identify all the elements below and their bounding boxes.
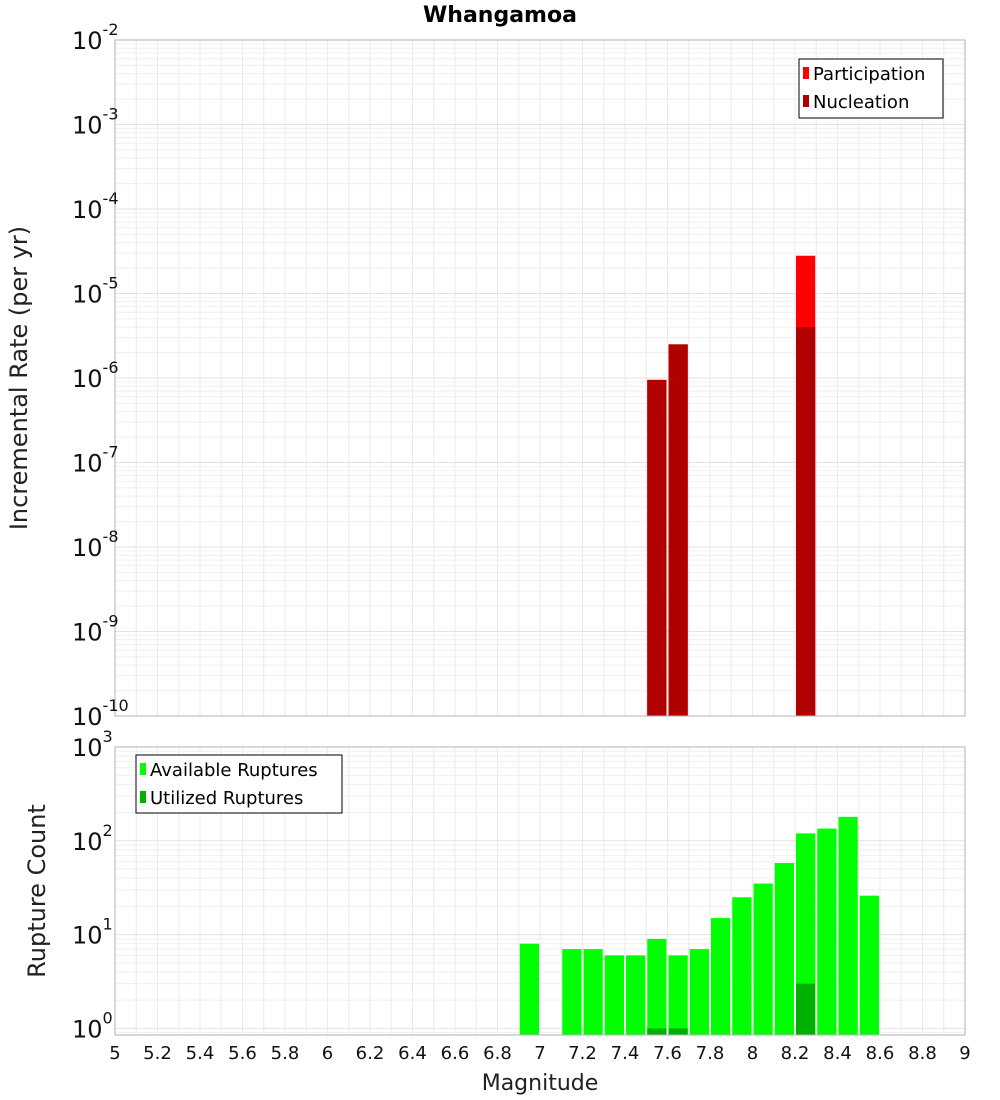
top-bars [647,255,816,716]
top-bar-nucleation [668,344,688,716]
top-legend-box [798,58,944,119]
bottom-legend-box [135,754,343,814]
x-tick-labels: 5 5.2 5.4 5.6 5.8 6 6.2 6.4 6.6 6.8 7 7.2 7.4 7.6 7.8 8… [109,1043,970,1064]
top-y-tick-label: 10-6 [72,358,119,393]
x-tick-label: 6.8 [483,1043,512,1064]
chart-title: Whangamoa [423,3,577,28]
x-tick-label: 7.4 [611,1043,640,1064]
bottom-bar-available-ruptures [732,897,752,1035]
bottom-bar-available-ruptures [817,828,837,1035]
x-tick-label: 5.2 [143,1043,172,1064]
legend-swatch-nucleation [803,95,809,107]
bottom-bar-available-ruptures [583,949,603,1035]
bottom-bar-available-ruptures [626,955,646,1035]
top-y-tick-label: 10-5 [72,274,119,309]
bottom-y-tick-label: 100 [72,1008,113,1043]
x-tick-label: 8.4 [823,1043,852,1064]
bottom-bar-available-ruptures [689,949,709,1035]
legend-swatch-participation [803,67,809,79]
bottom-bar-available-ruptures [859,895,879,1035]
bottom-panel: 100 101 102 103 Rupture Count Available Rup… [23,727,966,1043]
bottom-y-axis-label: Rupture Count [23,804,51,978]
x-tick-label: 6.6 [441,1043,470,1064]
x-tick-label: 6 [322,1043,333,1064]
bottom-bar-available-ruptures [647,938,667,1035]
top-plot-border [114,39,966,717]
top-y-tick-label: 10-8 [72,527,119,562]
bottom-bar-available-ruptures [604,955,624,1035]
top-bar-nucleation [796,327,816,716]
bottom-y-tick-label: 103 [72,727,113,762]
x-tick-label: 7.8 [696,1043,725,1064]
top-y-tick-labels: 10-10 10-9 10-8 10-7 10-6 10-5 10-4 10-3 10-2 [72,20,129,731]
legend-swatch-available [140,763,146,775]
x-axis-label: Magnitude [482,1071,599,1096]
x-tick-label: 7 [534,1043,545,1064]
top-y-tick-label: 10-4 [72,189,119,224]
bottom-bar-available-ruptures [774,862,794,1035]
bottom-bar-available-ruptures [711,918,731,1035]
x-tick-label: 7.6 [653,1043,682,1064]
top-y-tick-label: 10-10 [72,696,129,731]
bottom-bar-available-ruptures [562,949,582,1035]
legend-label-available: Available Ruptures [150,760,318,781]
bottom-bars [519,816,879,1035]
x-tick-label: 8.6 [866,1043,895,1064]
bottom-legend: Available Ruptures Utilized Ruptures [135,754,343,814]
x-tick-label: 7.2 [568,1043,597,1064]
x-tick-label: 5 [109,1043,120,1064]
legend-label-participation: Participation [813,64,925,85]
top-legend: Participation Nucleation [798,58,944,119]
x-tick-label: 8 [747,1043,758,1064]
top-y-tick-label: 10-9 [72,612,119,647]
top-grid [114,39,966,717]
legend-swatch-utilized [140,791,146,803]
x-tick-label: 6.4 [398,1043,427,1064]
top-y-tick-label: 10-7 [72,443,119,478]
bottom-bar-utilized-ruptures [796,983,816,1035]
top-y-axis-label: Incremental Rate (per yr) [5,226,33,530]
x-tick-label: 9 [959,1043,970,1064]
bottom-bar-available-ruptures [668,955,688,1035]
x-tick-label: 5.4 [186,1043,215,1064]
bottom-bar-available-ruptures [838,816,858,1035]
x-tick-label: 5.6 [228,1043,257,1064]
legend-label-utilized: Utilized Ruptures [150,788,303,809]
bottom-y-tick-label: 102 [72,821,113,856]
bottom-y-tick-label: 101 [72,915,113,950]
x-tick-label: 5.8 [271,1043,300,1064]
bottom-bar-available-ruptures [753,883,773,1035]
top-bar-nucleation [647,379,667,716]
x-tick-label: 6.2 [356,1043,385,1064]
x-tick-label: 8.8 [908,1043,937,1064]
bottom-y-tick-labels: 100 101 102 103 [72,727,113,1043]
bottom-bar-available-ruptures [519,943,539,1035]
x-tick-label: 8.2 [781,1043,810,1064]
top-panel: 10-10 10-9 10-8 10-7 10-6 10-5 10-4 10-3 10-2 In… [5,20,966,731]
top-y-tick-label: 10-2 [72,20,119,55]
bottom-plot-border [114,746,966,1036]
legend-label-nucleation: Nucleation [813,92,909,113]
top-y-tick-label: 10-3 [72,105,119,140]
bottom-bar-utilized-ruptures [647,1028,667,1035]
bottom-bar-utilized-ruptures [668,1028,688,1035]
